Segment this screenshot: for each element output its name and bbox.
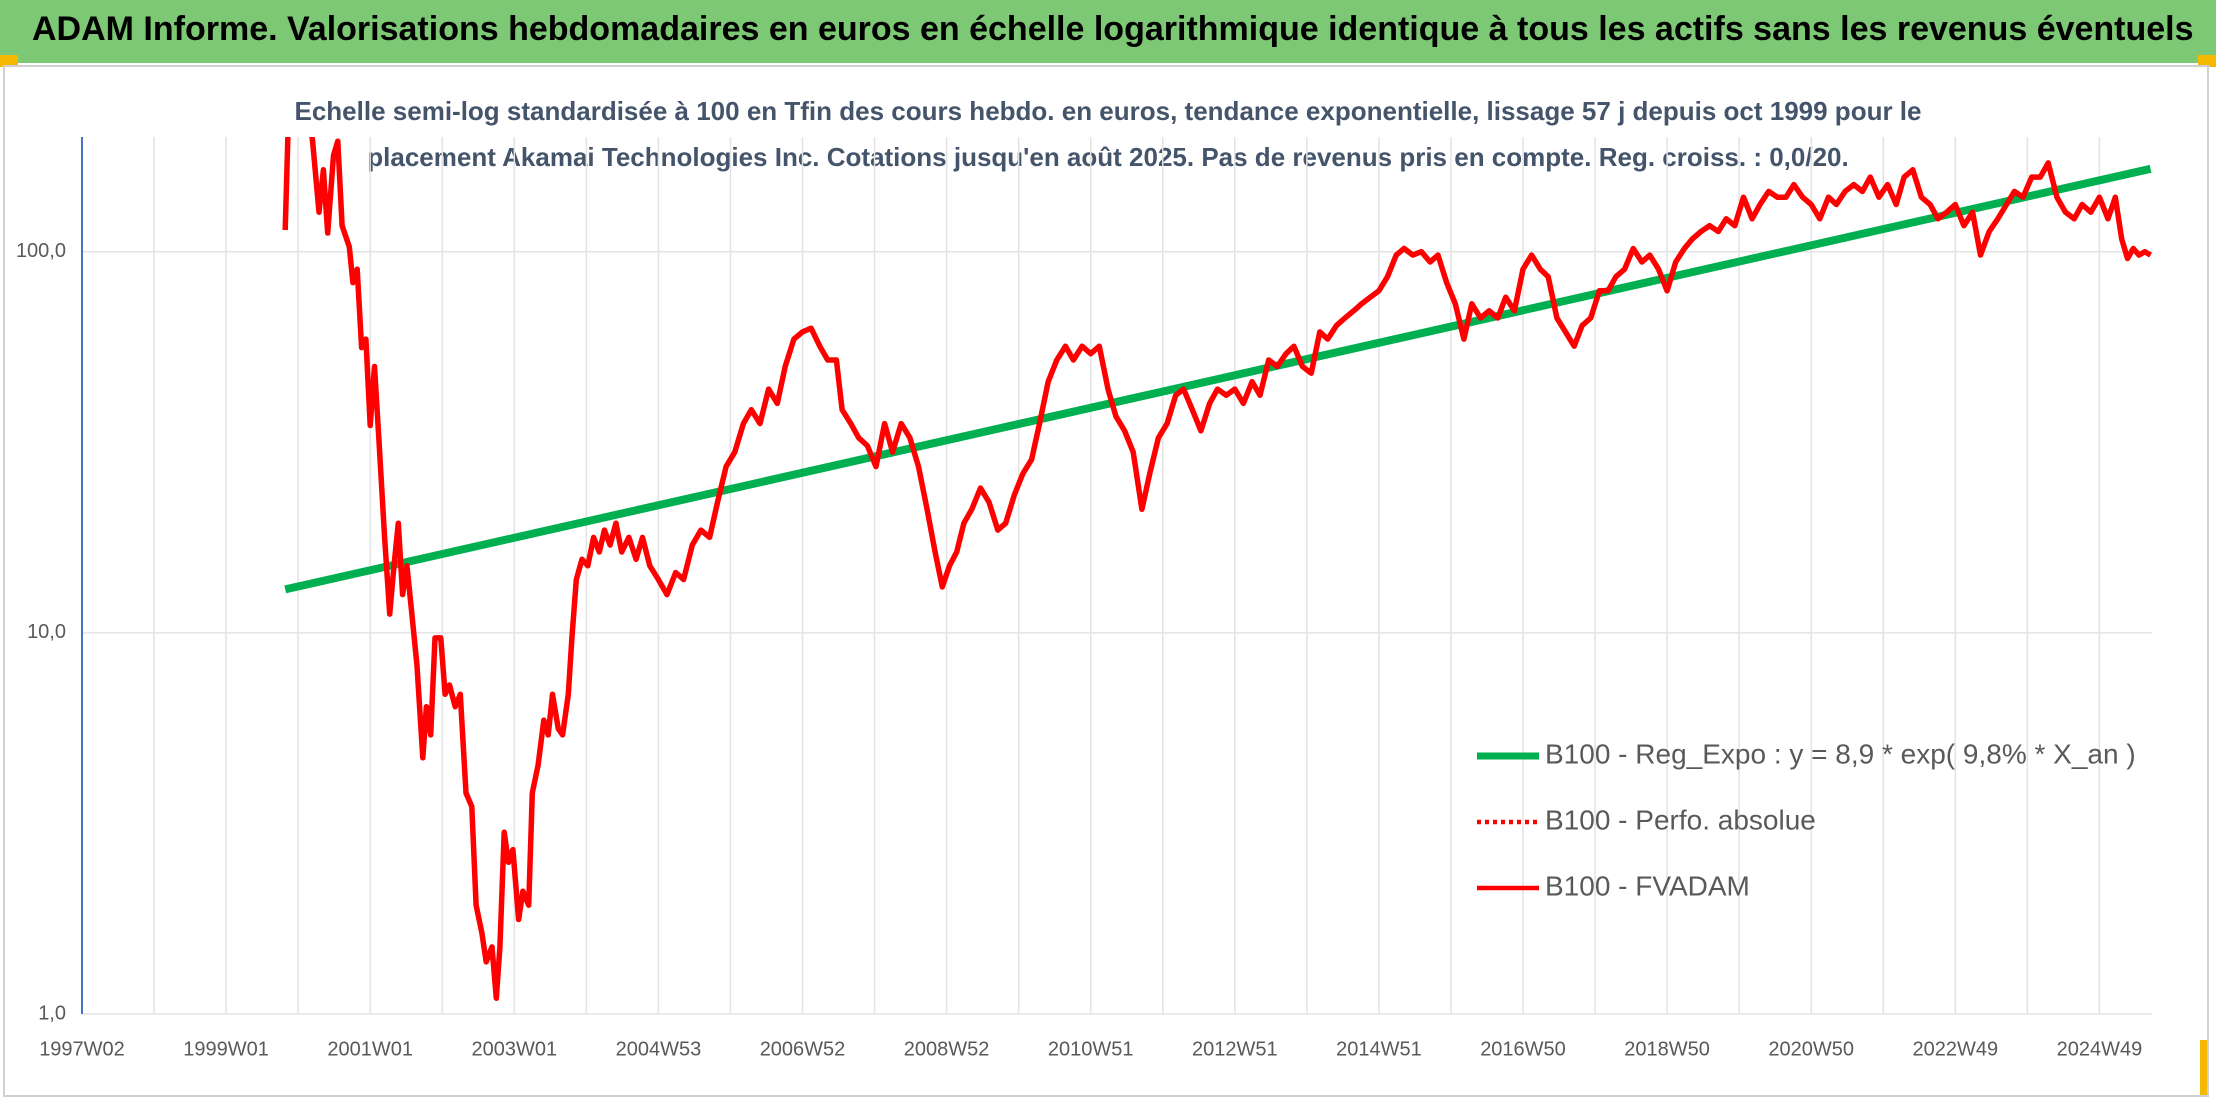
legend-label: B100 - Reg_Expo : y = 8,9 * exp( 9,8% * … (1545, 738, 2136, 769)
x-tick-label: 2016W50 (1480, 1038, 1566, 1060)
x-tick-label: 2003W01 (471, 1038, 557, 1060)
plot-area (282, 137, 2152, 1001)
legend: B100 - Reg_Expo : y = 8,9 * exp( 9,8% * … (1477, 738, 2136, 901)
x-tick-label: 2022W49 (1912, 1038, 1998, 1060)
chart-title: ADAM Informe. Valorisations hebdomadaire… (32, 10, 2194, 48)
series-line (284, 164, 2152, 594)
x-tick-label: 1997W02 (39, 1038, 125, 1060)
header-bar (0, 0, 2216, 63)
axes: 1997W02 1999W01 2001W01 2003W01 2004W53 2006W… (16, 137, 2142, 1060)
legend-label: B100 - FVADAM (1545, 870, 1750, 901)
grid (81, 137, 2152, 1015)
corner-mark (2200, 1040, 2208, 1096)
chart-subtitle: Echelle semi-log standardisée à 100 en T… (295, 96, 1922, 126)
y-tick-label: 10,0 (27, 621, 66, 643)
x-tick-label: 2008W52 (904, 1038, 990, 1060)
x-tick-label: 2006W52 (760, 1038, 846, 1060)
corner-mark (2198, 55, 2216, 67)
legend-label: B100 - Perfo. absolue (1545, 804, 1816, 835)
chart-subtitle: placement Akamai Technologies Inc. Cotat… (367, 142, 1848, 172)
x-tick-label: 2020W50 (1768, 1038, 1854, 1060)
x-tick-label: 2001W01 (327, 1038, 413, 1060)
x-tick-label: 2014W51 (1336, 1038, 1422, 1060)
x-tick-label: 2012W51 (1192, 1038, 1278, 1060)
corner-mark (0, 55, 18, 67)
x-tick-label: 2024W49 (2057, 1038, 2143, 1060)
x-tick-label: 1999W01 (183, 1038, 269, 1060)
x-tick-label: 2018W50 (1624, 1038, 1710, 1060)
series-line (282, 137, 2152, 1001)
plot-frame (3, 65, 2209, 1097)
x-tick-label: 2010W51 (1048, 1038, 1134, 1060)
x-tick-label: 2004W53 (616, 1038, 702, 1060)
y-tick-label: 100,0 (16, 240, 66, 262)
y-tick-label: 1,0 (38, 1002, 66, 1024)
